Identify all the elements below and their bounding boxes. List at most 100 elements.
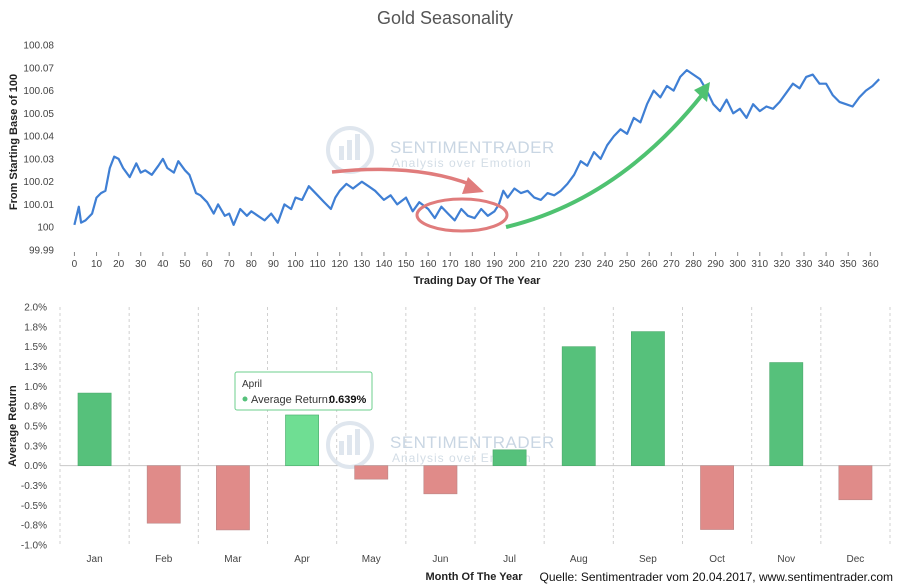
line-x-tick-label: 30: [135, 259, 147, 270]
line-y-tick-label: 100.07: [23, 63, 54, 74]
bar-y-tick-label: 1.0%: [24, 382, 47, 393]
line-x-tick-label: 60: [202, 259, 214, 270]
bar-chart-y-axis-title: Average Return: [7, 385, 19, 467]
line-y-tick-label: 100.06: [23, 86, 54, 97]
line-x-tick-label: 170: [442, 259, 459, 270]
line-chart-x-axis: 0 10 20 30 40 50 60 70 80 90 100 110 120 130 140 150 160…: [72, 252, 879, 270]
bar-y-tick-label: -1.0%: [21, 541, 47, 552]
line-x-tick-label: 0: [72, 259, 78, 270]
bar-y-tick-label: 0.5%: [24, 422, 47, 433]
bar-dec[interactable]: [838, 465, 873, 501]
bar-nov[interactable]: [769, 362, 804, 466]
line-x-tick-label: 280: [685, 259, 702, 270]
line-x-tick-label: 330: [796, 259, 813, 270]
bar-y-tick-label: 1.8%: [24, 322, 47, 333]
tooltip-label: Average Return:: [251, 394, 331, 406]
bar-feb[interactable]: [146, 465, 181, 524]
bar-tooltip: April Average Return: 0.639%: [234, 371, 373, 411]
bar-y-tick-label: 1.3%: [24, 362, 47, 373]
line-y-tick-label: 100.04: [23, 132, 54, 143]
line-chart-y-axis: 99.99 100 100.01 100.02 100.03 100.04 100.05 10…: [23, 41, 54, 257]
bar-x-tick-label: Apr: [294, 554, 310, 565]
chart-title: Gold Seasonality: [377, 8, 513, 28]
line-x-tick-label: 10: [91, 259, 103, 270]
line-x-tick-label: 250: [619, 259, 636, 270]
bar-jul[interactable]: [492, 449, 527, 466]
line-x-tick-label: 90: [268, 259, 280, 270]
bar-chart-x-axis: Jan Feb Mar Apr May Jun Jul Aug Sep Oct Nov Dec: [87, 554, 865, 565]
tooltip-box: [234, 371, 373, 411]
line-x-tick-label: 120: [331, 259, 348, 270]
line-x-tick-label: 210: [530, 259, 547, 270]
line-x-tick-label: 220: [552, 259, 569, 270]
bar-x-tick-label: Sep: [639, 554, 657, 565]
bar-jan[interactable]: [77, 392, 112, 466]
line-x-tick-label: 320: [774, 259, 791, 270]
bar-x-tick-label: Oct: [709, 554, 725, 565]
line-chart-plot-area: [73, 69, 880, 226]
bar-oct[interactable]: [700, 465, 734, 530]
source-caption: Quelle: Sentimentrader vom 20.04.2017, w…: [539, 570, 893, 584]
bar-y-tick-label: 0.8%: [24, 402, 47, 413]
line-x-tick-label: 70: [224, 259, 236, 270]
line-y-tick-label: 100.05: [23, 109, 54, 120]
bar-apr[interactable]: [285, 414, 319, 466]
line-x-tick-label: 360: [862, 259, 879, 270]
line-chart-y-axis-title: From Starting Base of 100: [8, 74, 20, 210]
tooltip-series-dot-icon: [242, 396, 248, 402]
bar-x-tick-label: Aug: [570, 554, 588, 565]
line-x-tick-label: 290: [707, 259, 724, 270]
line-y-tick-label: 100.01: [23, 200, 54, 211]
line-x-tick-label: 110: [310, 259, 326, 270]
line-x-tick-label: 160: [420, 259, 437, 270]
line-x-tick-label: 310: [751, 259, 768, 270]
line-x-tick-label: 230: [575, 259, 592, 270]
bar-chart-plot-area: [77, 331, 873, 531]
watermark-brand-name: SENTIMENTRADER: [390, 433, 555, 452]
line-x-tick-label: 50: [179, 259, 191, 270]
red-highlight-ellipse: [415, 197, 509, 233]
bar-chart-watermark: SENTIMENTRADER Analysis over Emotion: [326, 421, 555, 469]
bar-y-tick-label: -0.5%: [21, 501, 47, 512]
bar-x-tick-label: Dec: [847, 554, 865, 565]
bar-chart-gridlines: [59, 307, 891, 545]
bar-chart-y-axis: -1.0% -0.8% -0.5% -0.3% 0.0% 0.3% 0.5% 0.8% 1.0%…: [21, 303, 47, 552]
line-chart-annotations: [331, 82, 710, 233]
bar-y-tick-label: 0.3%: [24, 441, 47, 452]
bar-x-tick-label: Jun: [432, 554, 448, 565]
bar-jun[interactable]: [423, 465, 458, 495]
red-arrowhead-icon: [462, 177, 484, 194]
line-x-tick-label: 20: [113, 259, 125, 270]
watermark-tagline: Analysis over Emotion: [392, 156, 532, 170]
bar-y-tick-label: -0.3%: [21, 481, 47, 492]
line-x-tick-label: 100: [287, 259, 304, 270]
bar-x-tick-label: Nov: [777, 554, 795, 565]
line-x-tick-label: 300: [729, 259, 746, 270]
bar-may[interactable]: [354, 465, 389, 480]
gold-seasonality-line: [73, 69, 880, 226]
line-x-tick-label: 260: [641, 259, 658, 270]
line-x-tick-label: 200: [508, 259, 525, 270]
line-x-tick-label: 340: [818, 259, 835, 270]
line-x-tick-label: 190: [486, 259, 503, 270]
line-x-tick-label: 350: [840, 259, 857, 270]
bar-mar[interactable]: [216, 465, 250, 531]
bar-chart-x-axis-title: Month Of The Year: [426, 571, 524, 583]
bar-x-tick-label: Feb: [155, 554, 173, 565]
line-x-tick-label: 240: [597, 259, 614, 270]
tooltip-value: 0.639%: [329, 394, 367, 406]
green-curved-arrow: [505, 93, 704, 229]
bar-x-tick-label: Jul: [503, 554, 516, 565]
line-x-tick-label: 150: [398, 259, 415, 270]
bar-aug[interactable]: [561, 346, 596, 466]
line-y-tick-label: 99.99: [29, 246, 54, 257]
bar-x-tick-label: Jan: [87, 554, 103, 565]
red-curved-arrow: [331, 167, 473, 187]
green-arrowhead-icon: [694, 82, 710, 102]
bar-sep[interactable]: [631, 331, 665, 466]
bar-x-tick-label: Mar: [224, 554, 242, 565]
line-x-tick-label: 270: [663, 259, 680, 270]
line-chart-watermark: SENTIMENTRADER Analysis over Emotion: [326, 126, 554, 174]
bar-y-tick-label: 0.0%: [24, 461, 47, 472]
